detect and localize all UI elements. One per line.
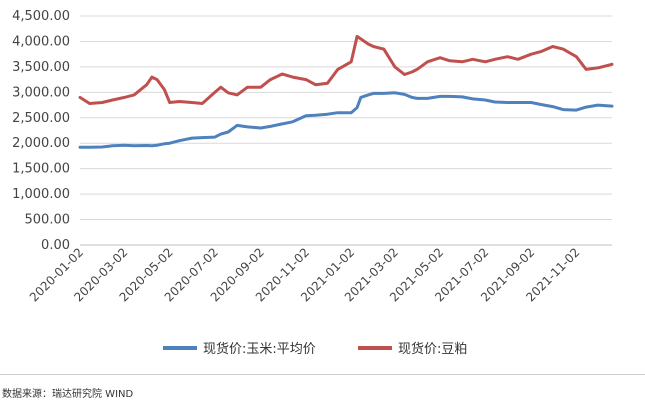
series-line-1 (78, 91, 614, 149)
y-tick-label: 3,500.00 (12, 60, 70, 75)
y-tick-label: 2,500.00 (12, 111, 70, 126)
series-line-2 (78, 34, 614, 105)
y-tick-label: 1,500.00 (12, 162, 70, 177)
y-axis-ticks: 0.00 500.00 1,000.00 1,500.00 2,000.00 2,500.… (12, 9, 70, 253)
legend: 现货价:玉米:平均价 现货价:豆粕 (163, 341, 467, 357)
line-chart: 0.00 500.00 1,000.00 1,500.00 2,000.00 2,500.… (12, 9, 614, 357)
y-tick-label: 4,500.00 (12, 9, 70, 24)
source-note: 数据来源：瑞达研究院 WIND (2, 389, 134, 400)
x-axis-ticks: 2020-01-022020-03-022020-05-022020-07-02… (27, 245, 583, 304)
y-tick-label: 4,000.00 (12, 34, 70, 49)
series-lines (78, 34, 614, 149)
y-tick-label: 1,000.00 (12, 187, 70, 202)
grid-lines (80, 15, 612, 246)
legend-label-1: 现货价:玉米:平均价 (203, 341, 316, 357)
y-tick-label: 3,000.00 (12, 85, 70, 100)
legend-label-2: 现货价:豆粕 (398, 341, 467, 357)
footer-divider (0, 374, 645, 375)
y-tick-label: 2,000.00 (12, 136, 70, 151)
y-tick-label: 500.00 (25, 213, 71, 228)
y-tick-label: 0.00 (41, 238, 70, 253)
